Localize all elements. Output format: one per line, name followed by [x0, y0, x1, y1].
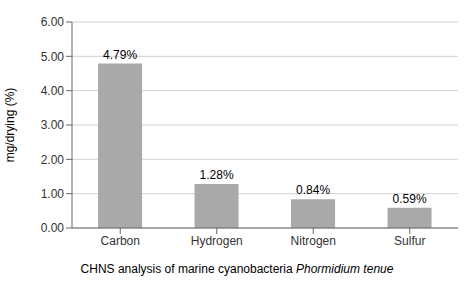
svg-text:Nitrogen: Nitrogen — [291, 234, 336, 248]
svg-text:Sulfur: Sulfur — [394, 234, 425, 248]
svg-text:1.28%: 1.28% — [200, 168, 234, 182]
svg-text:3.00: 3.00 — [41, 118, 65, 132]
html-text:CHNS analysis of marine cyanob: CHNS analysis of marine cyanobacteria Ph… — [80, 262, 394, 276]
svg-text:Carbon: Carbon — [101, 234, 140, 248]
svg-text:0.59%: 0.59% — [393, 192, 427, 206]
svg-text:0.00: 0.00 — [41, 221, 65, 235]
svg-text:4.79%: 4.79% — [103, 48, 137, 62]
svg-text:1.00: 1.00 — [41, 187, 65, 201]
svg-text:6.00: 6.00 — [41, 15, 65, 29]
svg-text:0.84%: 0.84% — [296, 183, 330, 197]
svg-text:Hydrogen: Hydrogen — [191, 234, 243, 248]
svg-text:4.00: 4.00 — [41, 84, 65, 98]
svg-text:mg/drying (%): mg/drying (%) — [8, 88, 17, 163]
svg-text:2.00: 2.00 — [41, 153, 65, 167]
svg-text:5.00: 5.00 — [41, 50, 65, 64]
